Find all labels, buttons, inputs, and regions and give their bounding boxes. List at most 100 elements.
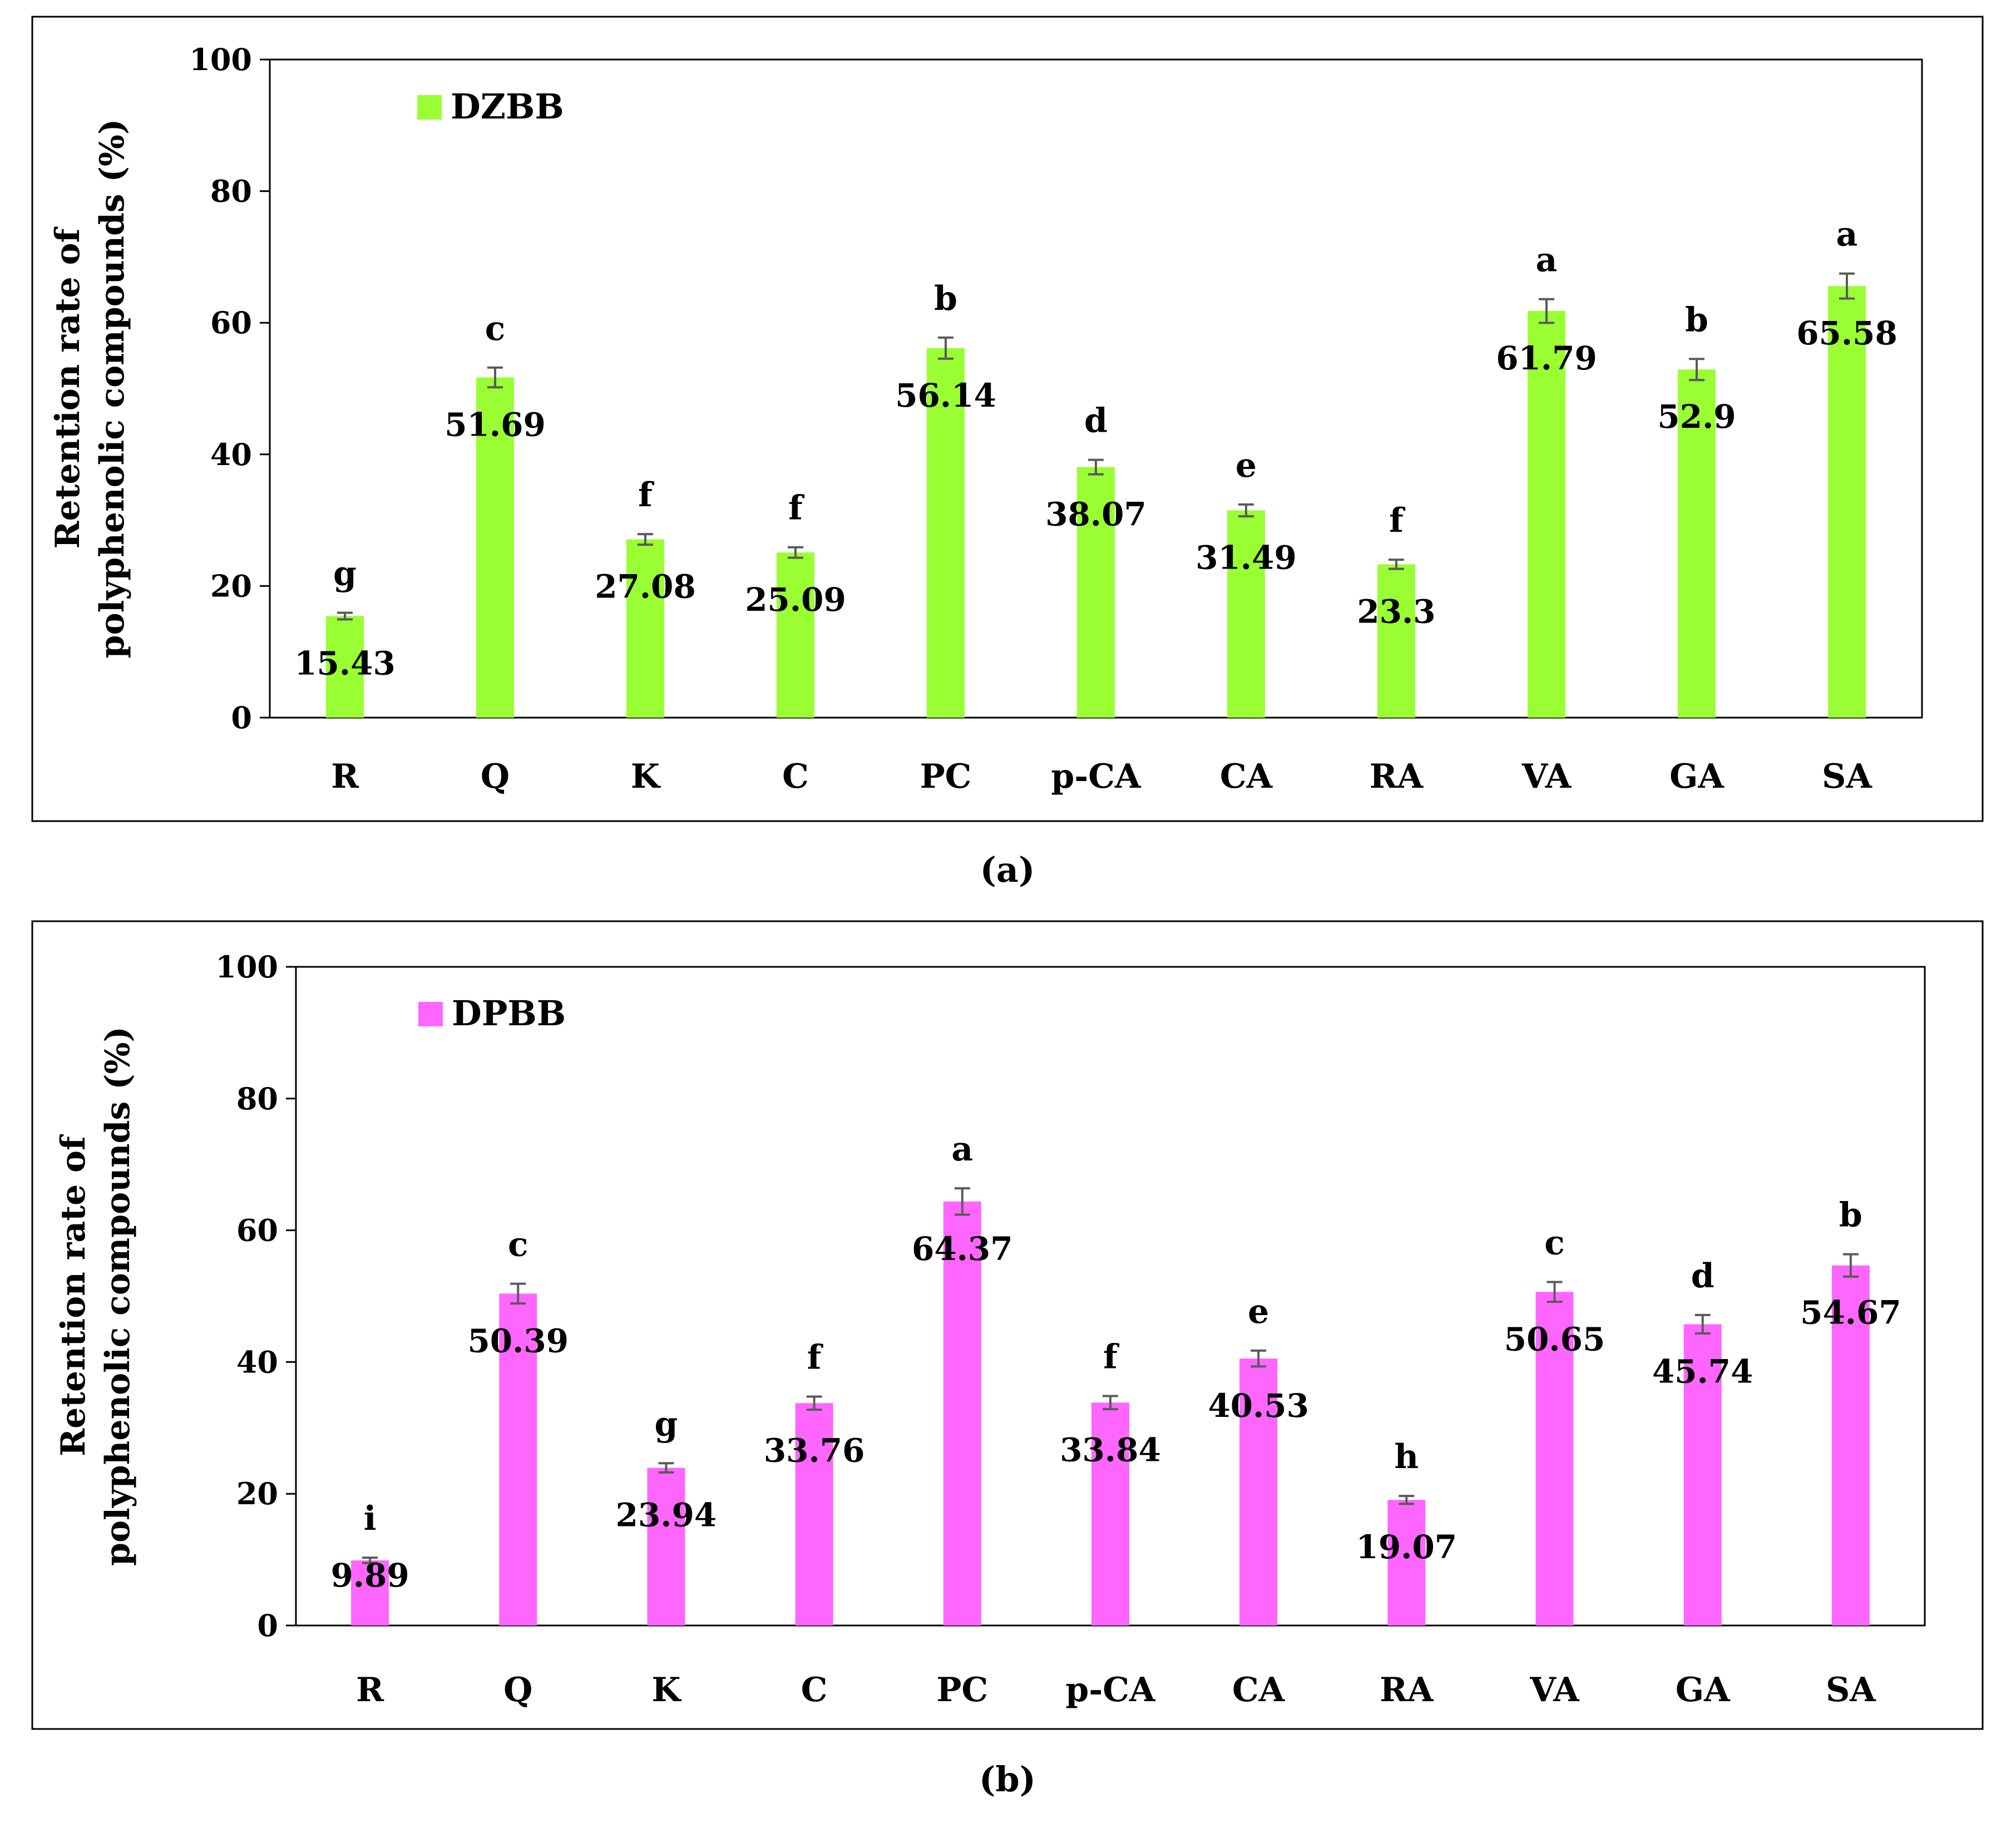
error-bar (1539, 298, 1554, 324)
y-tick-label: 100 (215, 949, 278, 985)
data-label: 33.84 (1060, 1431, 1161, 1469)
bar-q (476, 377, 514, 718)
data-label: 15.43 (294, 644, 396, 682)
data-label: 9.89 (330, 1557, 409, 1594)
x-tick-label: K (651, 1671, 681, 1709)
significance-letter: e (1248, 1292, 1269, 1331)
significance-letter: f (638, 476, 655, 515)
x-tick-label: SA (1822, 757, 1872, 796)
x-tick-label: GA (1669, 757, 1725, 796)
data-label: 40.53 (1208, 1387, 1309, 1425)
y-tick-label: 60 (236, 1213, 278, 1248)
bar-r (326, 616, 364, 718)
data-label: 61.79 (1496, 339, 1597, 377)
data-label: 27.08 (595, 568, 696, 606)
error-bar (1399, 1495, 1415, 1505)
y-axis-label-line-1: Retention rate of (54, 1134, 93, 1456)
y-tick-label: 100 (189, 42, 252, 77)
significance-letter: e (1236, 446, 1257, 485)
data-label: 50.39 (467, 1322, 569, 1360)
bar-ca (1239, 1358, 1278, 1625)
x-tick-label: Q (503, 1671, 532, 1709)
error-bar (788, 546, 803, 559)
bar-ga (1678, 369, 1716, 718)
y-tick-label: 0 (231, 700, 252, 735)
data-label: 56.14 (895, 377, 996, 414)
bar-sa (1831, 1265, 1870, 1625)
bar-pc (927, 348, 965, 718)
significance-letter: a (951, 1130, 973, 1169)
data-label: 52.9 (1657, 398, 1736, 436)
significance-letter: d (1691, 1257, 1714, 1296)
data-label: 45.74 (1652, 1352, 1753, 1390)
significance-letter: a (1536, 241, 1558, 280)
error-bar (1839, 272, 1855, 300)
x-tick-label: R (331, 757, 359, 796)
error-bar (638, 533, 653, 546)
x-tick-label: RA (1380, 1671, 1434, 1709)
x-tick-label: p-CA (1051, 757, 1142, 796)
bar-sa (1828, 286, 1866, 718)
significance-letter: f (1103, 1337, 1120, 1376)
significance-letter: f (788, 489, 805, 528)
significance-letter: b (934, 279, 957, 318)
legend-swatch (417, 95, 442, 120)
y-tick-label: 40 (236, 1344, 278, 1380)
data-label: 19.07 (1356, 1528, 1457, 1566)
x-tick-label: p-CA (1065, 1671, 1156, 1709)
error-bar (1103, 1395, 1118, 1411)
x-tick-label: Q (481, 757, 510, 796)
panel-b: 0 20 40 60 80 100 Retention rate of polyphenoli… (31, 920, 1984, 1800)
x-tick-label: VA (1529, 1671, 1580, 1709)
y-tick-label: 80 (236, 1081, 278, 1116)
significance-letter: b (1685, 300, 1708, 339)
x-tick-label: C (801, 1671, 828, 1709)
chart-frame (31, 16, 1984, 822)
data-label: 64.37 (912, 1230, 1013, 1268)
significance-letter: g (654, 1405, 678, 1444)
data-label: 33.76 (764, 1431, 865, 1469)
data-label: 65.58 (1796, 314, 1898, 352)
error-bar (510, 1282, 526, 1305)
error-bar (1251, 1349, 1267, 1368)
y-axis-label-line-2: polyphenolic compounds (%) (98, 1026, 137, 1566)
bar-p-ca (1077, 467, 1115, 718)
error-bar (938, 336, 953, 360)
y-tick-label: 0 (257, 1608, 278, 1643)
error-bar (1088, 458, 1104, 476)
error-bar (1842, 1253, 1859, 1278)
x-tick-label: C (782, 757, 809, 796)
significance-letter: g (333, 555, 357, 594)
panel-a: 0 20 40 60 80 100 Retention rate of polyphenoli… (31, 16, 1984, 890)
data-label: 51.69 (444, 406, 546, 444)
y-axis-label: Retention rate of polyphenolic compounds … (48, 119, 132, 659)
bar-k (647, 1468, 685, 1625)
bar-q (499, 1293, 537, 1625)
error-bar (1689, 358, 1704, 382)
error-bar (1389, 559, 1404, 570)
significance-letter: c (485, 309, 506, 348)
y-tick-label: 20 (210, 568, 252, 604)
x-tick-label: SA (1826, 1671, 1876, 1709)
bar-r (351, 1560, 389, 1625)
legend-label: DPBB (452, 993, 566, 1034)
y-tick-label: 40 (210, 437, 252, 472)
legend-label: DZBB (451, 86, 564, 127)
significance-letter: a (1836, 215, 1858, 254)
error-bar (487, 366, 503, 389)
bar-k (626, 539, 664, 718)
panel-label: (b) (979, 1759, 1036, 1800)
x-tick-label: CA (1232, 1671, 1286, 1709)
legend-swatch (418, 1002, 443, 1026)
bar-ga (1683, 1324, 1722, 1625)
data-label: 23.3 (1357, 592, 1435, 630)
x-tick-label: VA (1521, 757, 1572, 796)
x-tick-label: CA (1220, 757, 1273, 796)
chart-frame (31, 920, 1984, 1730)
error-bar (1546, 1281, 1563, 1303)
x-tick-label: GA (1676, 1671, 1731, 1709)
data-label: 50.65 (1504, 1320, 1605, 1358)
x-tick-label: K (631, 757, 661, 796)
significance-letter: f (807, 1338, 824, 1377)
data-label: 31.49 (1195, 538, 1297, 576)
